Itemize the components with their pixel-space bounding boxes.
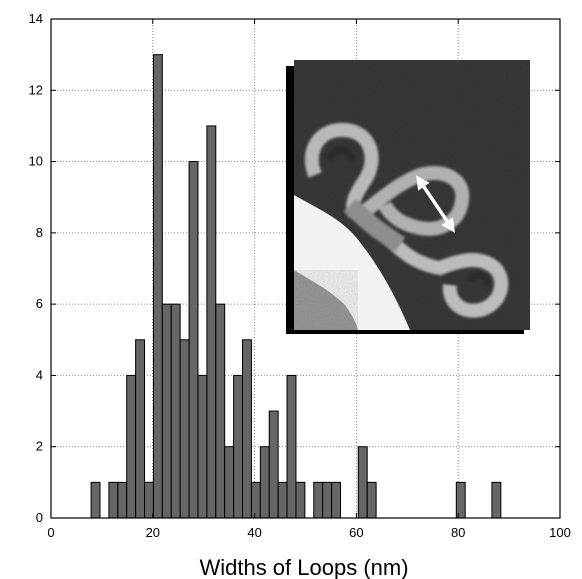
inset-loops [304,122,509,318]
x-tick-label: 80 [451,525,465,540]
histogram-bar [144,481,154,519]
y-tick-labels: 0 2 4 6 8 10 12 14 [29,11,43,525]
histogram-bar [197,374,208,519]
x-tick-label: 40 [247,525,261,540]
histogram-bar [161,303,172,519]
histogram-bar [268,410,279,519]
histogram-bar [152,54,163,519]
x-axis-title: Widths of Loops (nm) [199,555,408,579]
y-tick-label: 14 [29,11,43,26]
histogram-bar [259,446,270,519]
histogram-bar [322,481,333,519]
histogram-bar [179,339,190,519]
y-tick-label: 4 [36,367,43,382]
histogram-bar [331,481,341,519]
histogram-bar [295,481,306,519]
histogram-bars [90,54,502,519]
histogram-bar [188,161,199,519]
histogram-bar [135,339,146,519]
x-tick-label: 60 [349,525,363,540]
histogram-bar [233,374,244,519]
histogram-bar [170,303,181,519]
histogram-bar [206,125,217,519]
y-tick-label: 8 [36,225,43,240]
y-tick-label: 6 [36,296,43,311]
y-tick-label: 12 [29,82,43,97]
histogram-bar [277,481,288,519]
histogram-bar [357,446,368,519]
double-headed-arrow-icon [416,175,455,233]
x-tick-label: 0 [47,525,54,540]
inset-mottled-region [294,270,358,330]
plot-frame [50,18,561,519]
x-tick-label: 20 [146,525,160,540]
histogram-bar [90,481,101,519]
histogram-bar [455,481,466,519]
axis-ticks [50,18,561,519]
histogram-bar [224,446,235,519]
y-tick-label: 0 [36,510,43,525]
histogram-bar [491,481,502,519]
histogram-bar [117,481,128,519]
y-tick-label: 2 [36,439,43,454]
x-tick-label: 100 [549,525,571,540]
histogram-bar [366,481,377,519]
x-tick-labels: 0 20 40 60 80 100 [47,525,570,540]
histogram-bar [108,481,119,519]
histogram-bar [250,481,261,519]
afm-micrograph-inset [286,60,530,334]
histogram-bar [126,374,137,519]
histogram-bar [215,303,226,519]
y-tick-label: 10 [29,154,43,169]
histogram-bar [242,339,252,519]
histogram-bar [313,481,324,519]
histogram-bar [286,374,297,519]
